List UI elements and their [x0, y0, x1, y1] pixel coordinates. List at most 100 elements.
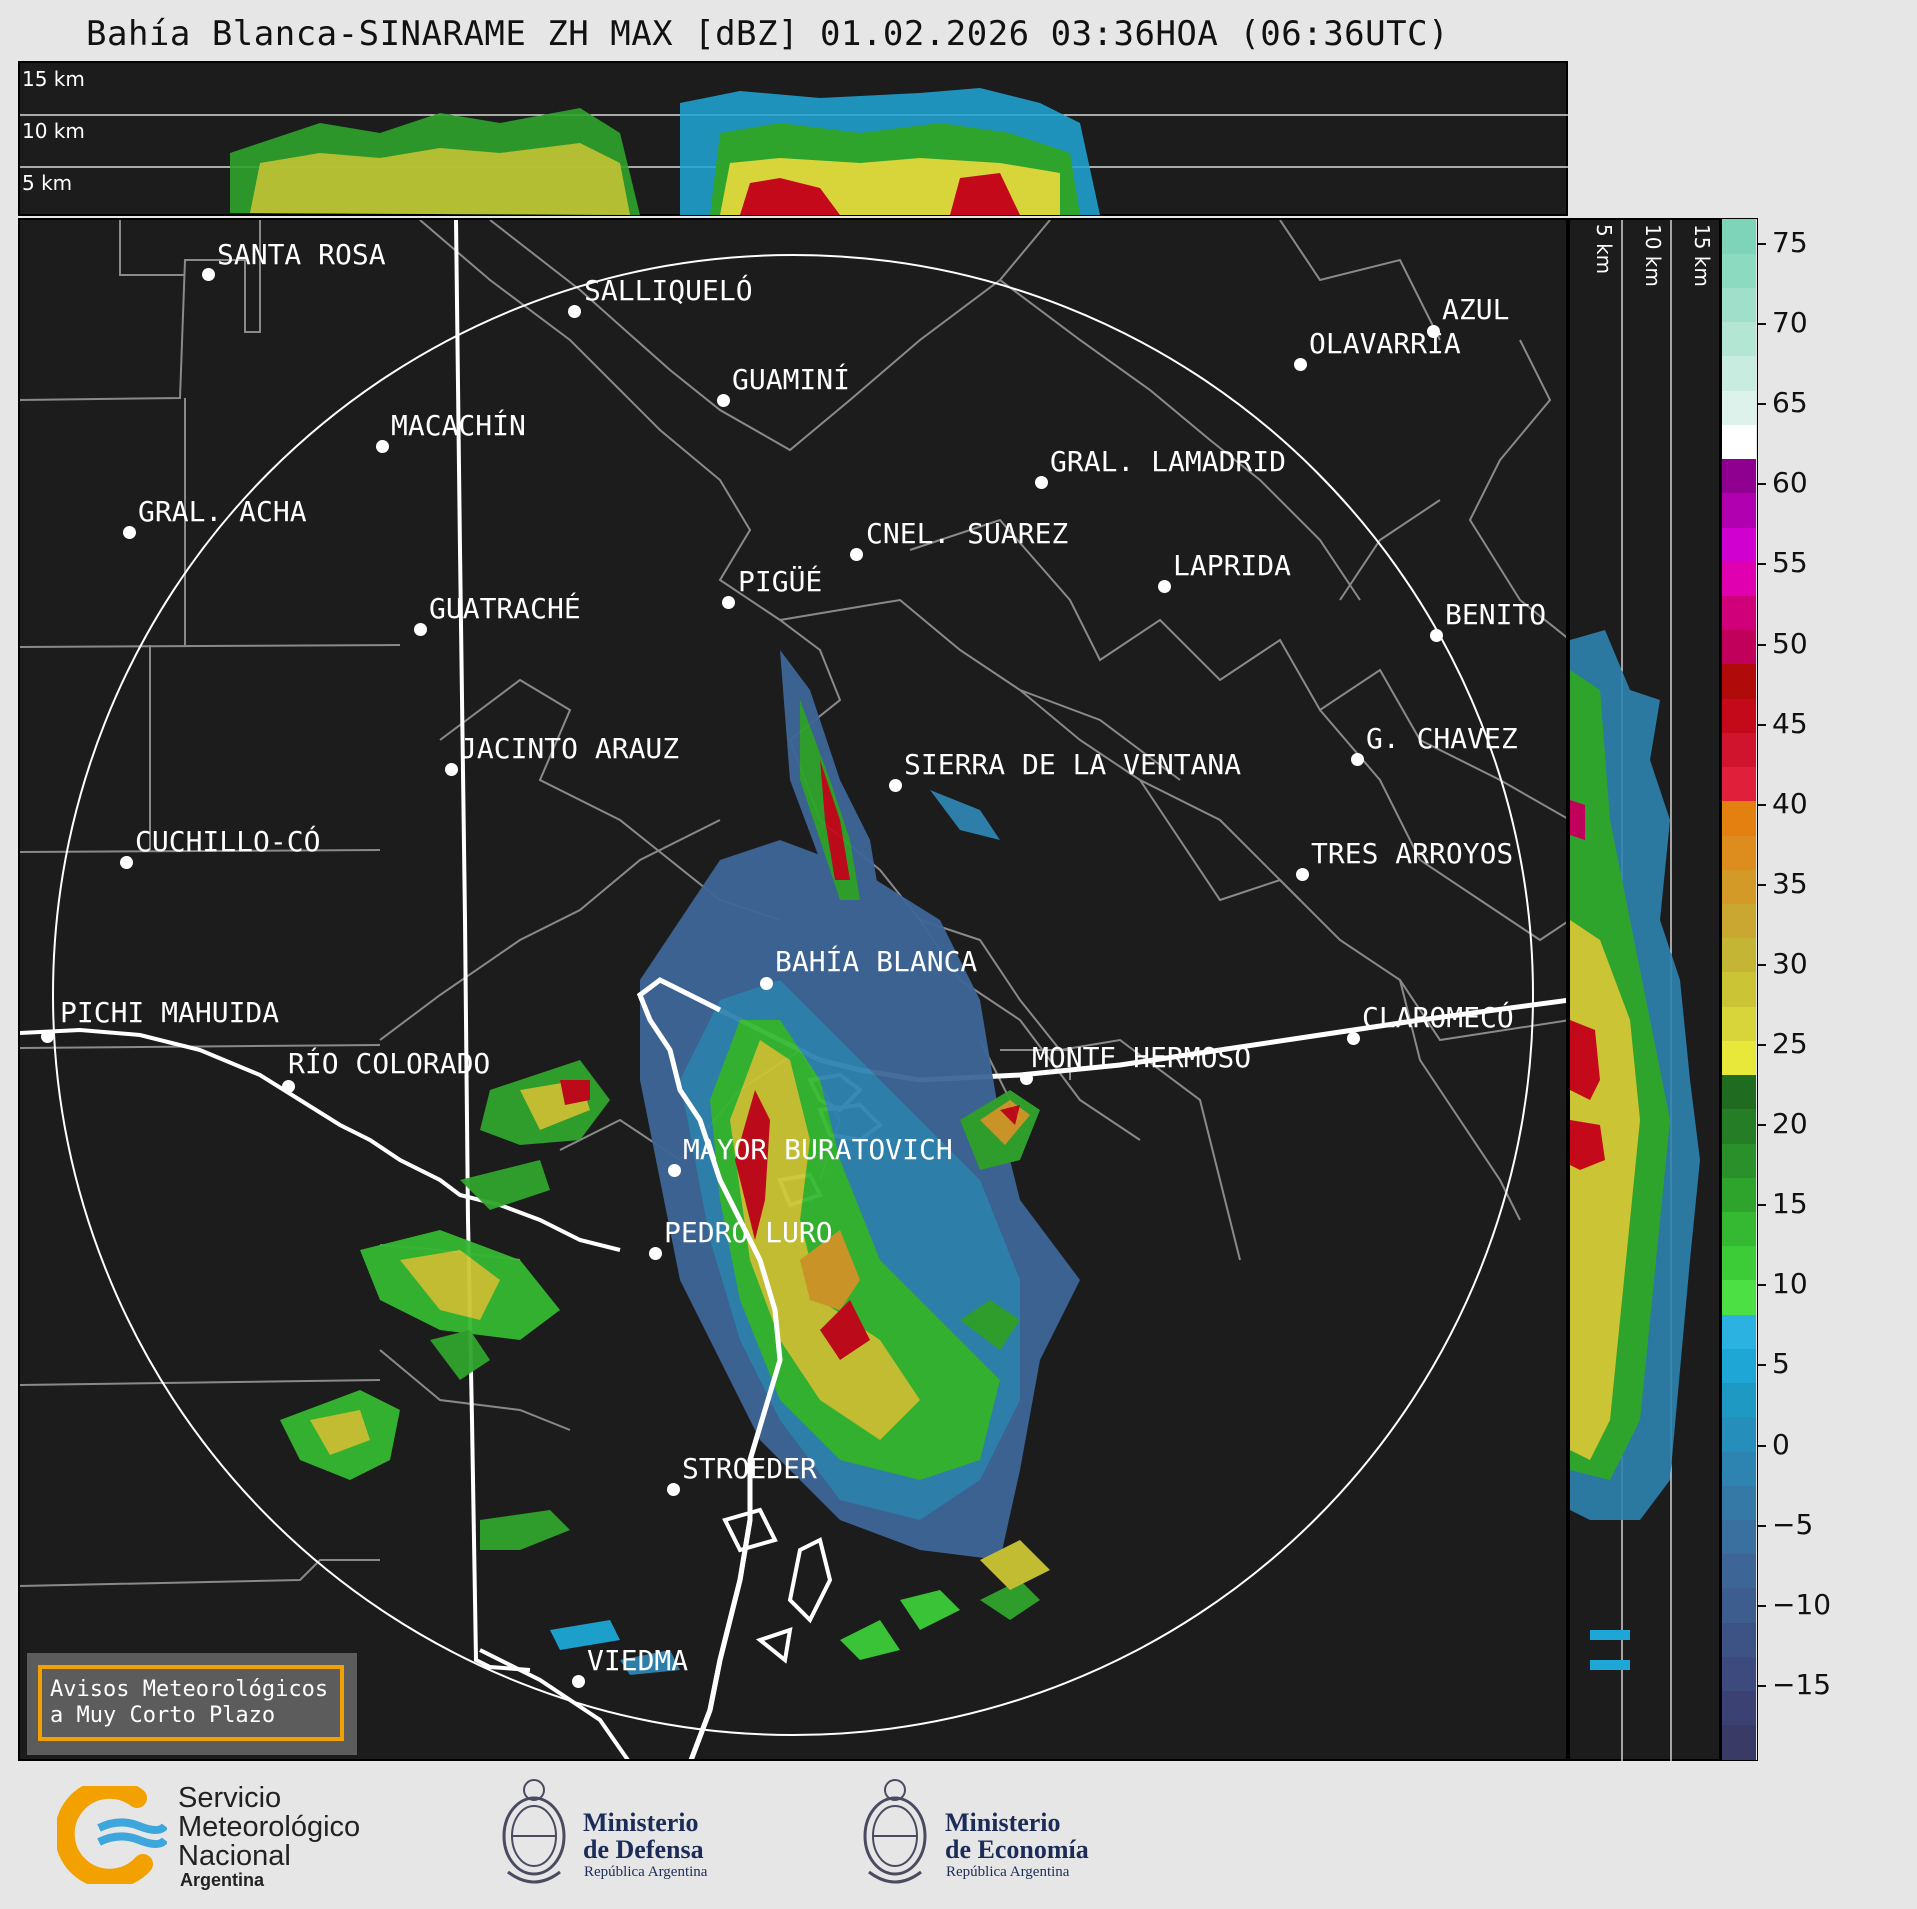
- city-dot: [120, 856, 133, 869]
- colorbar-segment: [1722, 1006, 1756, 1041]
- defensa-line1: Ministerio: [583, 1808, 699, 1837]
- colorbar-tick-label: 25: [1772, 1027, 1808, 1060]
- colorbar-tick: [1758, 1684, 1766, 1687]
- colorbar-segment: [1722, 937, 1756, 973]
- city-dot: [1158, 580, 1171, 593]
- city-dot: [1351, 753, 1364, 766]
- notice-border: [38, 1665, 344, 1741]
- city-label: PEDRO LURO: [664, 1216, 833, 1249]
- colorbar-tick-label: 70: [1772, 306, 1808, 340]
- height-label-15km: 15 km: [22, 67, 85, 91]
- colorbar-tick: [1758, 1044, 1766, 1046]
- city-label: RÍO COLORADO: [288, 1047, 491, 1080]
- city-label: GRAL. LAMADRID: [1050, 445, 1287, 478]
- colorbar-tick: [1758, 963, 1766, 966]
- colorbar-tick-label: 65: [1772, 386, 1808, 420]
- colorbar-tick: [1758, 403, 1766, 406]
- colorbar-segment: [1722, 1074, 1756, 1110]
- city-label: PIGÜÉ: [738, 565, 823, 598]
- colorbar-segment: [1722, 1656, 1756, 1692]
- city-label: SANTA ROSA: [217, 238, 386, 271]
- top-cross-section-panel: 15 km 10 km 5 km: [18, 61, 1568, 216]
- colorbar-tick: [1758, 803, 1766, 806]
- map-geography: [20, 220, 1566, 1759]
- economia-sub: República Argentina: [946, 1864, 1070, 1880]
- city-dot: [1020, 1072, 1033, 1085]
- colorbar-tick: [1758, 883, 1766, 886]
- colorbar-tick: [1758, 1364, 1766, 1367]
- city-label: CLAROMECÓ: [1362, 1001, 1514, 1034]
- city-dot: [722, 596, 735, 609]
- colorbar-segment: [1722, 663, 1756, 699]
- city-dot: [667, 1483, 680, 1496]
- defensa-sub: República Argentina: [584, 1864, 708, 1880]
- colorbar-segment: [1722, 1622, 1756, 1657]
- city-label: CUCHILLO-CÓ: [135, 825, 321, 858]
- city-label: MACACHÍN: [391, 409, 526, 442]
- colorbar-tick: [1758, 1124, 1766, 1127]
- city-label: MONTE HERMOSO: [1032, 1041, 1252, 1074]
- city-label: GUATRACHÉ: [429, 592, 581, 625]
- city-dot: [202, 268, 215, 281]
- height-label-5km: 5 km: [1592, 224, 1616, 275]
- colorbar-segment: [1722, 732, 1756, 768]
- city-dot: [760, 977, 773, 990]
- city-label: STROEDER: [682, 1452, 817, 1485]
- colorbar-tick-label: 15: [1772, 1187, 1808, 1221]
- colorbar-segment: [1722, 971, 1756, 1007]
- city-dot: [1427, 325, 1440, 338]
- colorbar-tick-label: 20: [1772, 1107, 1808, 1141]
- city-dot: [123, 526, 136, 539]
- colorbar-tick: [1758, 243, 1766, 245]
- page-title: Bahía Blanca-SINARAME ZH MAX [dBZ] 01.02…: [86, 14, 1450, 54]
- colorbar-tick-label: 50: [1772, 626, 1808, 660]
- city-dot: [1296, 868, 1309, 881]
- height-label-10km: 10 km: [22, 119, 85, 143]
- city-dot: [717, 394, 730, 407]
- colorbar-segment: [1722, 355, 1756, 391]
- height-label-15km: 15 km: [1690, 224, 1714, 287]
- colorbar-segment: [1722, 835, 1756, 870]
- city-label: TRES ARROYOS: [1311, 837, 1514, 870]
- city-label: BENITO: [1445, 598, 1547, 631]
- city-dot: [282, 1080, 295, 1093]
- city-dot: [1430, 629, 1443, 642]
- radar-map[interactable]: SANTA ROSA SALLIQUELÓ AZUL OLAVARRÍA GUA…: [18, 218, 1568, 1761]
- colorbar-segment: [1722, 800, 1756, 836]
- city-label: JACINTO ARAUZ: [460, 732, 680, 765]
- colorbar-segment: [1722, 458, 1756, 494]
- colorbar-segment: [1722, 869, 1756, 905]
- colorbar-segment: [1722, 698, 1756, 733]
- side-cross-section-echo: [1570, 220, 1700, 1761]
- defensa-coat-of-arms-icon: [502, 1779, 566, 1884]
- city-dot: [445, 763, 458, 776]
- colorbar-tick-label: 35: [1772, 866, 1808, 900]
- city-dot: [41, 1030, 54, 1043]
- city-dot: [649, 1247, 662, 1260]
- city-dot: [850, 548, 863, 561]
- economia-line1: Ministerio: [945, 1808, 1061, 1837]
- colorbar-tick-label: −15: [1772, 1667, 1832, 1701]
- colorbar-tick: [1758, 1524, 1766, 1527]
- city-dot: [668, 1164, 681, 1177]
- city-label: CNEL. SUAREZ: [866, 517, 1069, 550]
- smn-logo-icon: [57, 1786, 167, 1884]
- city-label: GRAL. ACHA: [138, 495, 307, 528]
- colorbar-segment: [1722, 1279, 1756, 1315]
- colorbar-segment: [1722, 1690, 1756, 1726]
- colorbar-segment: [1722, 1519, 1756, 1555]
- dbz-colorbar: [1721, 218, 1758, 1761]
- city-dot: [376, 440, 389, 453]
- city-label: G. CHAVEZ: [1366, 722, 1518, 755]
- colorbar-tick-label: 0: [1772, 1427, 1790, 1461]
- colorbar-tick-label: 60: [1772, 466, 1808, 500]
- colorbar-tick-label: 30: [1772, 946, 1808, 980]
- city-dot: [414, 623, 427, 636]
- colorbar-tick-label: 10: [1772, 1267, 1808, 1301]
- colorbar-segment: [1722, 1485, 1756, 1521]
- height-label-5km: 5 km: [22, 171, 73, 195]
- smn-name-line3: Nacional: [178, 1840, 291, 1872]
- colorbar-tick-label: −5: [1772, 1507, 1814, 1541]
- colorbar-segment: [1722, 287, 1756, 323]
- city-dot: [889, 779, 902, 792]
